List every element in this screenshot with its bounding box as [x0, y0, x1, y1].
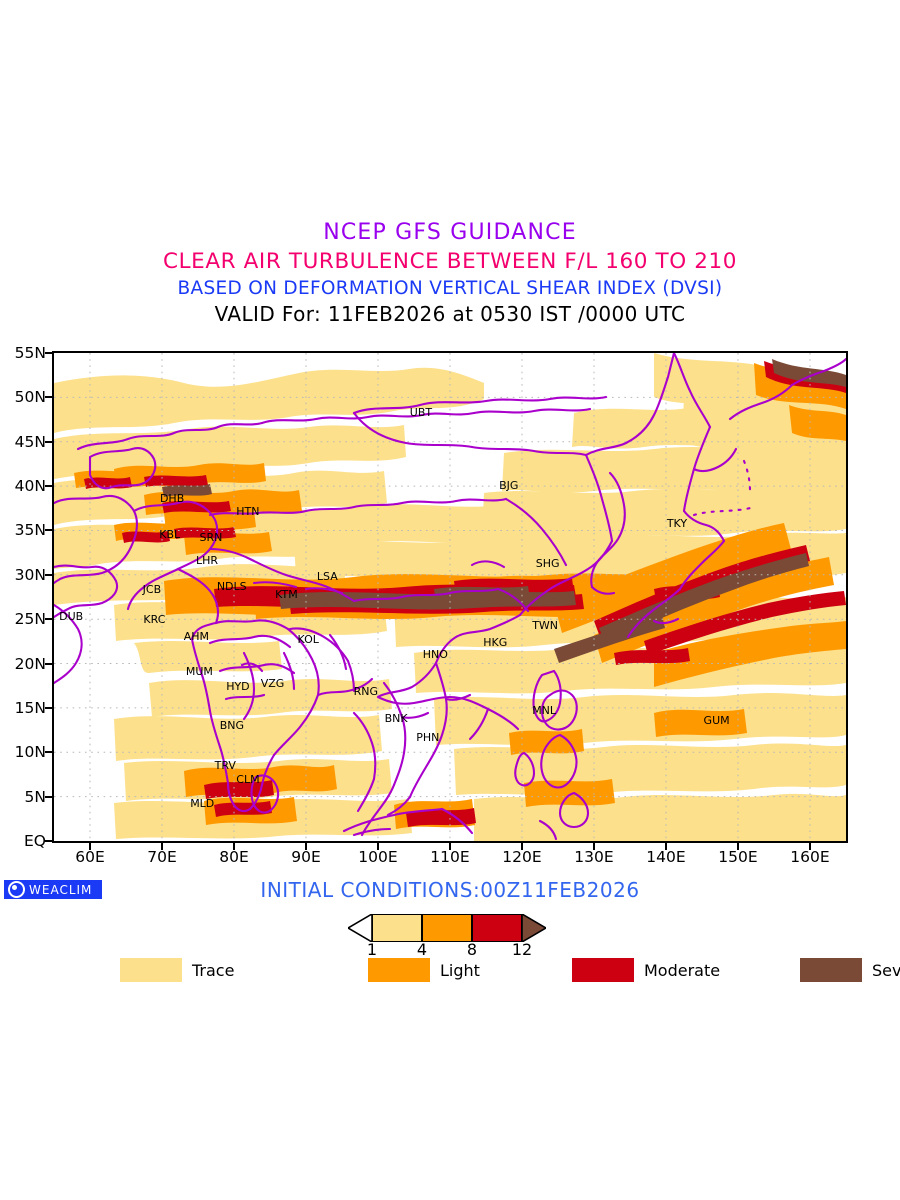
x-axis-label: 140E: [646, 848, 686, 866]
x-axis-label: 150E: [718, 848, 758, 866]
y-axis-tick: [45, 396, 52, 399]
y-axis-tick: [45, 706, 52, 709]
title-block: NCEP GFS GUIDANCE CLEAR AIR TURBULENCE B…: [0, 220, 900, 326]
legend-label: Trace: [192, 960, 235, 980]
y-axis-tick: [45, 751, 52, 754]
colorbar-segment-trace: [372, 914, 422, 942]
x-axis-tick: [233, 843, 235, 850]
colorbar-right-cap: [521, 912, 548, 944]
map-frame: [52, 351, 848, 843]
page-title: NCEP GFS GUIDANCE: [323, 220, 577, 245]
y-axis-tick: [45, 795, 52, 798]
basis-line: BASED ON DEFORMATION VERTICAL SHEAR INDE…: [177, 277, 723, 299]
valid-time-line: VALID For: 11FEB2026 at 0530 IST /0000 U…: [214, 302, 686, 326]
colorbar-tick: 12: [511, 940, 533, 959]
colorbar-segment-light: [422, 914, 472, 942]
colorbar: [346, 912, 548, 944]
y-axis-label: 30N: [14, 565, 46, 584]
x-axis-tick: [449, 843, 451, 850]
colorbar-tick: 8: [466, 940, 478, 959]
y-axis-label: 15N: [14, 698, 46, 717]
x-axis-label: 90E: [291, 848, 321, 866]
y-axis-label: 20N: [14, 654, 46, 673]
x-axis-label: 120E: [502, 848, 542, 866]
x-axis-tick: [593, 843, 595, 850]
legend-label: Moderate: [644, 960, 721, 980]
legend-swatch: [572, 958, 634, 982]
x-axis-tick: [161, 843, 163, 850]
severe-region: [162, 359, 846, 663]
map-gridlines: [54, 353, 846, 841]
initial-conditions-label: INITIAL CONDITIONS:00Z11FEB2026: [260, 878, 640, 902]
y-axis-tick: [45, 529, 52, 532]
y-axis-label: 55N: [14, 344, 46, 362]
severity-legend: Trace Light Moderate Severe: [0, 958, 900, 984]
x-axis-tick: [521, 843, 523, 850]
cat-heatmap-svg: [54, 353, 846, 841]
x-axis-tick: [809, 843, 811, 850]
colorbar-left-cap: [346, 912, 373, 944]
legend-item-light: Light: [368, 958, 480, 982]
y-axis-tick: [45, 840, 52, 842]
x-axis-tick: [305, 843, 307, 850]
y-axis-tick: [45, 352, 52, 354]
x-axis-label: 80E: [219, 848, 249, 866]
x-axis-label: 100E: [358, 848, 398, 866]
map-panel[interactable]: UBT BJG DHB HTN KBL SRN TKY LHR LSA SHG NDLS KTM JCB…: [52, 351, 848, 843]
legend-item-severe: Severe: [800, 958, 900, 982]
legend-label: Light: [440, 960, 480, 980]
x-axis-label: 70E: [147, 848, 177, 866]
legend-swatch: [368, 958, 430, 982]
y-axis-label: 50N: [14, 388, 46, 407]
y-axis-label: 40N: [14, 477, 46, 496]
x-axis-label: 60E: [75, 848, 105, 866]
x-axis-label: 130E: [574, 848, 614, 866]
y-axis-label: 35N: [14, 521, 46, 540]
y-axis-tick: [45, 662, 52, 665]
x-axis-tick: [89, 843, 91, 850]
y-axis-tick: [45, 440, 52, 443]
legend-swatch: [800, 958, 862, 982]
subtitle: CLEAR AIR TURBULENCE BETWEEN F/L 160 TO …: [162, 249, 738, 274]
colorbar-segment-moderate: [472, 914, 522, 942]
x-axis-label: 110E: [430, 848, 470, 866]
y-axis-label: 25N: [14, 610, 46, 629]
y-axis-label: EQ: [24, 832, 46, 850]
x-axis-label: 160E: [790, 848, 830, 866]
colorbar-tick: 4: [416, 940, 428, 959]
legend-label: Severe: [872, 960, 900, 980]
x-axis-tick: [665, 843, 667, 850]
colorbar-tick-labels: 1 4 8 12: [348, 940, 638, 960]
legend-swatch: [120, 958, 182, 982]
colorbar-tick: 1: [366, 940, 378, 959]
y-axis-label: 10N: [14, 743, 46, 762]
x-axis-tick: [737, 843, 739, 850]
legend-item-moderate: Moderate: [572, 958, 720, 982]
y-axis-label: 45N: [14, 432, 46, 451]
coastline-overlay: [54, 353, 846, 841]
y-axis-tick: [45, 573, 52, 576]
legend-item-trace: Trace: [120, 958, 234, 982]
copyright-circle-icon: [8, 881, 25, 898]
y-axis-label: 5N: [24, 787, 46, 806]
y-axis-tick: [45, 485, 52, 488]
logo-text: WEACLIM: [29, 882, 93, 897]
x-axis-tick: [377, 843, 379, 850]
y-axis-tick: [45, 618, 52, 621]
weaclim-logo[interactable]: WEACLIM: [4, 880, 102, 899]
